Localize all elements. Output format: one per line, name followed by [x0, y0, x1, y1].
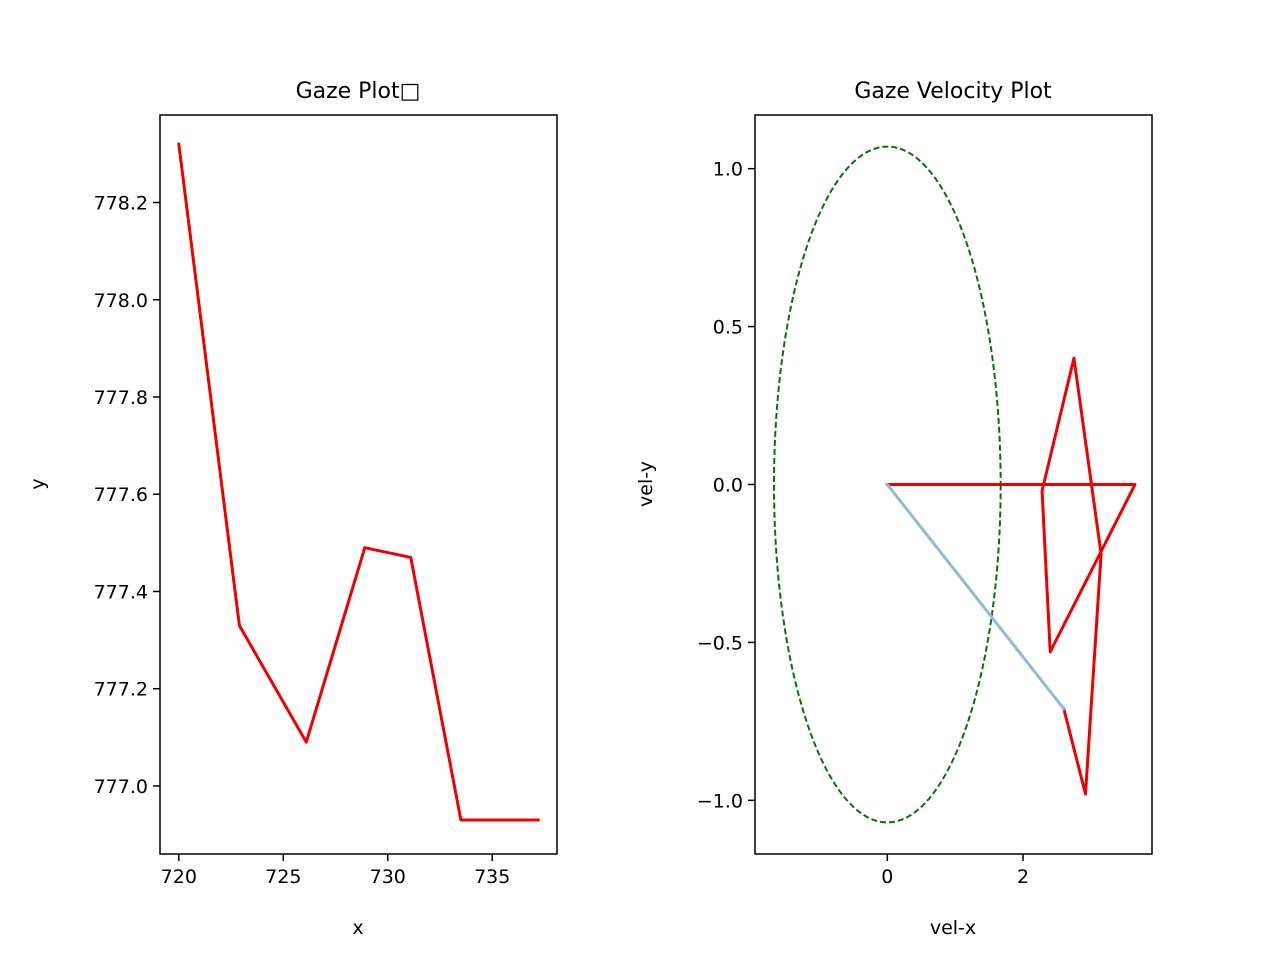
gaze-plot-xtick-label: 720 [161, 866, 197, 888]
gaze-plot-ytick-label: 777.2 [94, 679, 148, 701]
gaze-velocity-plot-series-0-line [885, 356, 1137, 796]
gaze-velocity-plot-xtick-label: 2 [1017, 866, 1029, 888]
gaze-plot-ytick-label: 777.8 [94, 387, 148, 409]
gaze-plot-xtick-label: 725 [265, 866, 301, 888]
gaze-plot-ytick-label: 778.0 [94, 290, 148, 312]
gaze-velocity-plot-area [773, 145, 1137, 824]
gaze-velocity-plot-axes: Gaze Velocity Plot 0 2 −1.0 −0.5 0.0 0.5 1.0 v… [635, 79, 1153, 939]
gaze-plot-title: Gaze Plot□ [296, 79, 421, 104]
gaze-velocity-plot-ytick-label: −1.0 [697, 790, 743, 812]
gaze-plot-area [177, 142, 540, 822]
gaze-velocity-plot-ytick-label: 0.5 [713, 317, 743, 339]
gaze-velocity-plot-ytick-label: 1.0 [713, 159, 743, 181]
gaze-plot-ytick-label: 777.0 [94, 776, 148, 798]
gaze-plot-xtick-label: 735 [474, 866, 510, 888]
gaze-velocity-plot-xlabel: vel-x [930, 917, 976, 939]
gaze-plot-frame [159, 114, 558, 855]
gaze-velocity-plot-ylabel: vel-y [635, 461, 657, 507]
gaze-velocity-plot-ytick-label: 0.0 [713, 475, 743, 497]
gaze-plot-xtick-label: 730 [370, 866, 406, 888]
gaze-plot-axes: Gaze Plot□ 720 725 730 735 777.0 777.2 777.4 77… [27, 79, 558, 939]
gaze-velocity-plot-ticks: 0 2 −1.0 −0.5 0.0 0.5 1.0 [697, 159, 1029, 888]
gaze-velocity-plot-xtick-label: 0 [881, 866, 893, 888]
gaze-plot-xlabel: x [352, 917, 363, 939]
gaze-plot-ylabel: y [27, 478, 49, 489]
gaze-plot-ticks: 720 725 730 735 777.0 777.2 777.4 777.6 777.8 778… [94, 193, 511, 888]
gaze-velocity-plot-series-1-line [885, 482, 1066, 711]
gaze-velocity-plot-frame [754, 114, 1153, 855]
gaze-velocity-plot-title: Gaze Velocity Plot [854, 79, 1052, 104]
gaze-plot-ytick-label: 777.6 [94, 484, 148, 506]
gaze-plot-ytick-label: 777.4 [94, 581, 148, 603]
gaze-plot-series-0-line [177, 142, 540, 822]
gaze-plot-ytick-label: 778.2 [94, 193, 148, 215]
gaze-velocity-plot-ytick-label: −0.5 [697, 632, 743, 654]
